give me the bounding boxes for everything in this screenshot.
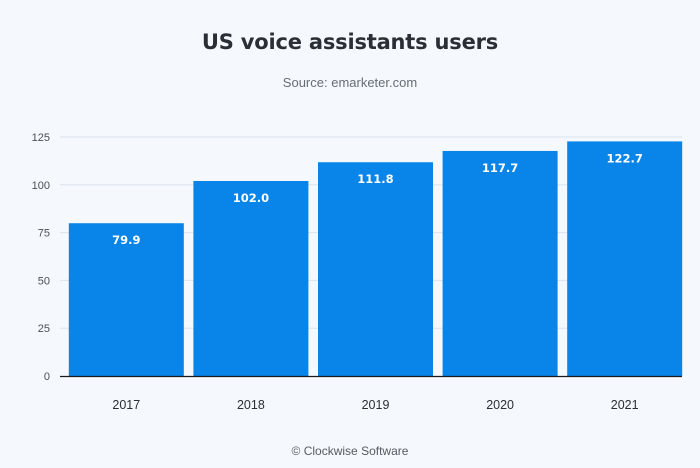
x-tick-label: 2020	[486, 398, 514, 412]
footer-credit: © Clockwise Software	[291, 444, 409, 458]
bar-2017	[68, 223, 184, 376]
bar-2020	[442, 150, 558, 376]
data-labels: 79.9 102.0 111.8 117.7 122.7	[112, 151, 643, 247]
x-axis-tick-labels: 2017 2018 2019 2020 2021	[112, 398, 638, 412]
y-tick-label: 100	[32, 180, 50, 192]
y-tick-label: 0	[44, 371, 50, 383]
x-tick-label: 2019	[362, 398, 390, 412]
bar-2021	[567, 141, 683, 376]
data-label: 111.8	[357, 172, 393, 186]
y-tick-label: 25	[38, 323, 50, 335]
x-tick-label: 2018	[237, 398, 265, 412]
data-label: 79.9	[112, 233, 140, 247]
y-tick-label: 125	[32, 132, 50, 144]
x-tick-label: 2017	[112, 398, 140, 412]
chart-subtitle: Source: emarketer.com	[282, 75, 418, 90]
bar-2018	[193, 180, 309, 376]
data-label: 122.7	[607, 151, 643, 165]
bars	[68, 141, 683, 376]
data-label: 117.7	[482, 161, 518, 175]
bar-2019	[318, 162, 433, 376]
y-axis-tick-labels: 0 25 50 75 100 125	[32, 132, 50, 383]
x-tick-label: 2021	[611, 398, 639, 412]
data-label: 102.0	[233, 191, 269, 205]
y-tick-label: 75	[38, 228, 50, 240]
y-tick-label: 50	[38, 275, 50, 287]
chart-title: US voice assistants users	[201, 30, 499, 54]
